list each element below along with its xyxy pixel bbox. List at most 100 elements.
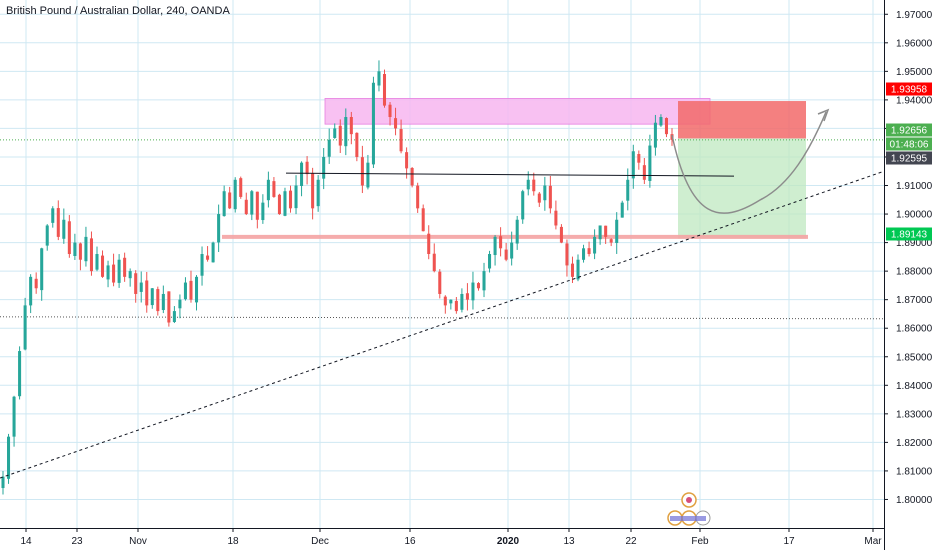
price-tick-label: 1.95000 (896, 67, 932, 78)
candle-body (56, 208, 60, 237)
candle (620, 200, 624, 218)
candle (604, 225, 608, 244)
candle (272, 177, 276, 198)
support-line[interactable] (222, 234, 808, 239)
candle-body (526, 179, 530, 190)
price-badge: 1.92595 (886, 151, 932, 165)
price-tick-label: 1.80000 (896, 495, 932, 506)
price-badge-label: 1.92595 (891, 154, 928, 165)
candle (106, 260, 110, 288)
candle (427, 225, 431, 260)
candle (471, 271, 475, 310)
candle-body (255, 191, 259, 220)
candle-body (167, 291, 171, 323)
price-badge-bg (886, 137, 932, 151)
candle-body (355, 132, 359, 157)
candle (261, 194, 265, 224)
candle-body (194, 276, 199, 303)
candle-body (465, 293, 469, 300)
candle-body (322, 156, 326, 179)
candle-body (117, 259, 121, 283)
candle-body (454, 300, 458, 312)
candle-body (559, 226, 563, 243)
candle (29, 274, 33, 314)
price-tick-label: 1.90000 (896, 210, 932, 221)
time-tick-label: 18 (227, 536, 239, 547)
lower-dotted-line[interactable] (0, 316, 885, 320)
projection-curve[interactable] (671, 111, 827, 214)
candle-body (648, 145, 652, 181)
candle-body (272, 181, 276, 197)
candle-body (244, 199, 248, 215)
candle (300, 161, 304, 197)
resistance-zone[interactable] (324, 98, 711, 125)
candle-body (620, 202, 624, 218)
candle (156, 286, 160, 316)
candle (410, 167, 414, 188)
candle-body (510, 242, 514, 259)
candle-body (371, 82, 375, 165)
time-tick-label: 22 (625, 536, 637, 547)
candle (145, 271, 149, 313)
candle-body (134, 273, 138, 294)
candle-body (493, 236, 497, 256)
candle-body (161, 293, 165, 311)
candle-body (537, 193, 541, 203)
candles-layer (1, 60, 674, 495)
price-tick-label: 1.91000 (896, 181, 932, 192)
target-zone[interactable] (678, 138, 806, 239)
candle-body (239, 178, 243, 197)
candle-body (189, 280, 193, 300)
candle-body (642, 165, 646, 180)
candle-body (532, 179, 536, 192)
candle-body (261, 202, 265, 221)
time-tick-label: 14 (20, 536, 32, 547)
candle-body (222, 191, 226, 217)
candle (18, 346, 22, 400)
candle (377, 60, 381, 92)
candle-body (587, 248, 591, 255)
candle-body (40, 248, 44, 291)
price-badge-label: 1.93958 (891, 85, 928, 96)
candle (515, 215, 519, 250)
candle (504, 242, 508, 262)
candle (360, 145, 364, 194)
candle (460, 288, 464, 313)
candle-body (178, 299, 182, 309)
candle (288, 185, 293, 213)
candle-body (250, 191, 254, 215)
candle (178, 294, 182, 319)
candle (327, 128, 331, 164)
candle-body (664, 118, 668, 135)
candle (554, 200, 558, 230)
candle (615, 212, 619, 254)
events-icon[interactable] (667, 492, 711, 526)
candle-body (598, 225, 602, 240)
candle (322, 147, 326, 190)
price-badge-label: 01:48:06 (890, 140, 929, 151)
neckline[interactable] (285, 172, 735, 177)
candle-body (504, 249, 508, 260)
candle (56, 200, 60, 241)
candle (189, 270, 193, 303)
candle-body (294, 185, 298, 209)
candle-body (388, 104, 392, 118)
candle-body (7, 436, 11, 479)
candle (311, 167, 315, 220)
candle (123, 252, 127, 282)
candle-body (89, 238, 93, 272)
candle (51, 206, 55, 228)
candle (255, 191, 259, 229)
candle-body (1, 476, 5, 489)
candle-body (482, 271, 486, 291)
candle-body (139, 282, 143, 292)
time-tick-label: 13 (563, 536, 575, 547)
time-tick-label: Feb (691, 536, 709, 547)
candle-body (150, 288, 154, 306)
candle-body (460, 293, 464, 310)
candle (443, 295, 447, 314)
stop-zone[interactable] (678, 101, 806, 139)
